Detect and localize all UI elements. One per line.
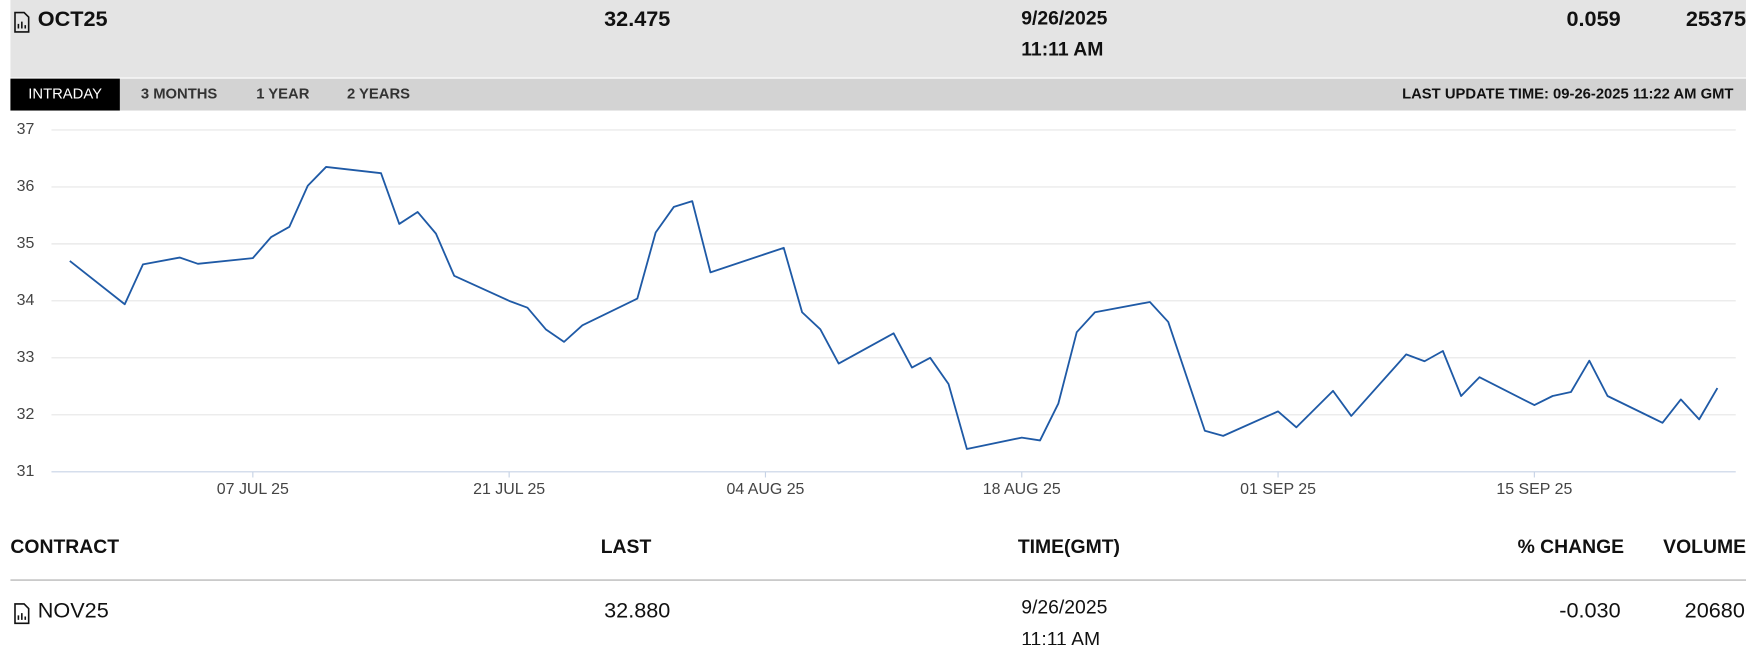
volume: 25375 xyxy=(1686,6,1746,31)
change: -0.030 xyxy=(1559,598,1620,623)
column-header: % CHANGE xyxy=(1518,536,1625,558)
last: 32.475 xyxy=(604,6,670,31)
y-tick-label: 37 xyxy=(17,121,35,138)
price-line xyxy=(69,166,1719,450)
y-tick-label: 35 xyxy=(17,235,35,252)
y-tick-label: 33 xyxy=(17,349,35,366)
chart: 31 32 33 34 35 36 37 07 JUL 25 21 JUL 25 04 AUG 2… xyxy=(17,121,1736,498)
date: 9/26/2025 xyxy=(1021,7,1107,29)
contract[interactable]: OCT25 xyxy=(38,6,108,31)
volume: 20680 xyxy=(1685,598,1745,623)
x-tick-label: 15 SEP 25 xyxy=(1496,481,1572,498)
y-tick-label: 34 xyxy=(17,292,35,309)
header-bar xyxy=(10,0,1747,78)
contract[interactable]: NOV25 xyxy=(38,598,109,623)
y-tick-label: 31 xyxy=(17,463,35,480)
icon xyxy=(14,11,30,33)
x-tick-label: 01 SEP 25 xyxy=(1240,481,1316,498)
tab[interactable]: 2 YEARS xyxy=(347,86,410,102)
x-tick-label: 21 JUL 25 xyxy=(473,481,545,498)
last-update: LAST UPDATE TIME: 09-26-2025 11:22 AM GM… xyxy=(1402,86,1733,102)
x-tick-label: 04 AUG 25 xyxy=(726,481,804,498)
tab-bar xyxy=(10,78,1747,111)
active-tab[interactable] xyxy=(10,78,120,111)
y-tick-label: 32 xyxy=(17,406,35,423)
y-tick-label: 36 xyxy=(17,178,35,195)
time: 11:11 AM xyxy=(1021,38,1103,60)
tab[interactable]: INTRADAY xyxy=(28,86,102,102)
x-tick-label: 07 JUL 25 xyxy=(217,481,289,498)
last: 32.880 xyxy=(604,598,670,623)
column-header: CONTRACT xyxy=(10,536,119,558)
column-header: LAST xyxy=(601,536,652,558)
x-tick-label: 18 AUG 25 xyxy=(983,481,1061,498)
time: 11:11 AM xyxy=(1021,629,1100,645)
column-header: VOLUME xyxy=(1663,536,1746,558)
icon xyxy=(14,603,30,625)
column-header: TIME(GMT) xyxy=(1018,536,1120,558)
tab[interactable]: 1 YEAR xyxy=(256,86,309,102)
tab[interactable]: 3 MONTHS xyxy=(141,86,218,102)
date: 9/26/2025 xyxy=(1021,597,1107,619)
change: 0.059 xyxy=(1566,6,1620,31)
